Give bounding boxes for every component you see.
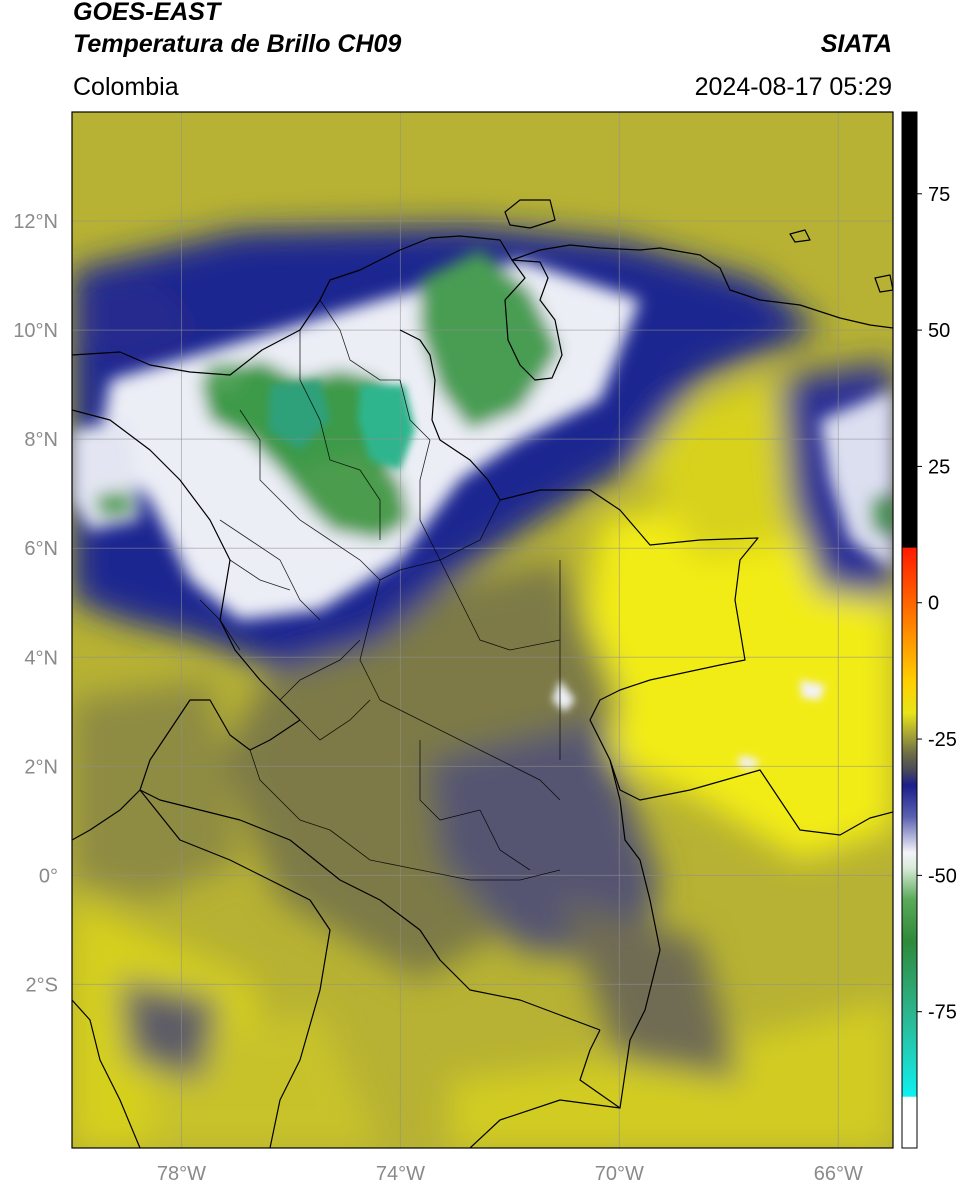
region-label: Colombia (73, 73, 179, 101)
colorbar-tick-label: 75 (928, 184, 950, 206)
colombia-brazil-border (579, 759, 661, 1109)
venezuela-brazil-border (689, 769, 893, 836)
colorbar: 75 50 25 0 -25 -50 -75 (901, 111, 957, 1149)
country-boundaries (72, 199, 893, 1148)
organization-label: SIATA (820, 30, 892, 58)
longitude-axis: 78°W 74°W 70°W 66°W (157, 1163, 863, 1185)
colombia-venezuela-border (399, 329, 759, 801)
colorbar-tick-label: 50 (928, 320, 950, 342)
lake-maracaibo-outline (504, 259, 563, 381)
colorbar-tick-label: 0 (928, 593, 939, 615)
colorbar-gradient (902, 112, 917, 1148)
margarita-island (789, 229, 811, 243)
colombia-peru-border (139, 789, 601, 1031)
brightness-temperature-imagery (72, 112, 893, 1148)
lat-tick-label: 8°N (24, 429, 58, 451)
lat-tick-label: 10°N (13, 320, 58, 342)
datetime-label: 2024-08-17 05:29 (694, 73, 892, 101)
latitude-axis: 12°N 10°N 8°N 6°N 4°N 2°N 0° 2°S (13, 211, 58, 996)
colorbar-tick-label: -25 (928, 729, 957, 751)
colorbar-tick-label: -50 (928, 865, 957, 887)
department-boundaries (199, 299, 561, 881)
title-line-1: GOES-EAST (73, 0, 221, 26)
map-frame (71, 111, 894, 1149)
lat-tick-label: 2°N (24, 756, 58, 778)
brazil-west-line (469, 1099, 621, 1148)
aruba-curacao (504, 199, 556, 229)
lat-tick-label: 0° (39, 865, 58, 887)
trinidad-island (874, 274, 893, 293)
pacific-coast (72, 699, 301, 841)
colorbar-tick-label: -75 (928, 1002, 957, 1024)
peru-coast (72, 999, 141, 1148)
lat-tick-label: 4°N (24, 647, 58, 669)
lat-tick-label: 2°S (26, 974, 58, 996)
lon-tick-label: 70°W (595, 1163, 644, 1185)
caribbean-coast-line (72, 235, 893, 376)
map-gridlines (72, 112, 893, 1148)
title-line-2: Temperatura de Brillo CH09 (73, 30, 402, 58)
lon-tick-label: 74°W (376, 1163, 425, 1185)
colorbar-frame (901, 111, 918, 1149)
lat-tick-label: 12°N (13, 211, 58, 233)
lon-tick-label: 78°W (157, 1163, 206, 1185)
lat-tick-label: 6°N (24, 538, 58, 560)
ecuador-peru-border (139, 789, 331, 1148)
colorbar-tick-label: 25 (928, 456, 950, 478)
lon-tick-label: 66°W (814, 1163, 863, 1185)
